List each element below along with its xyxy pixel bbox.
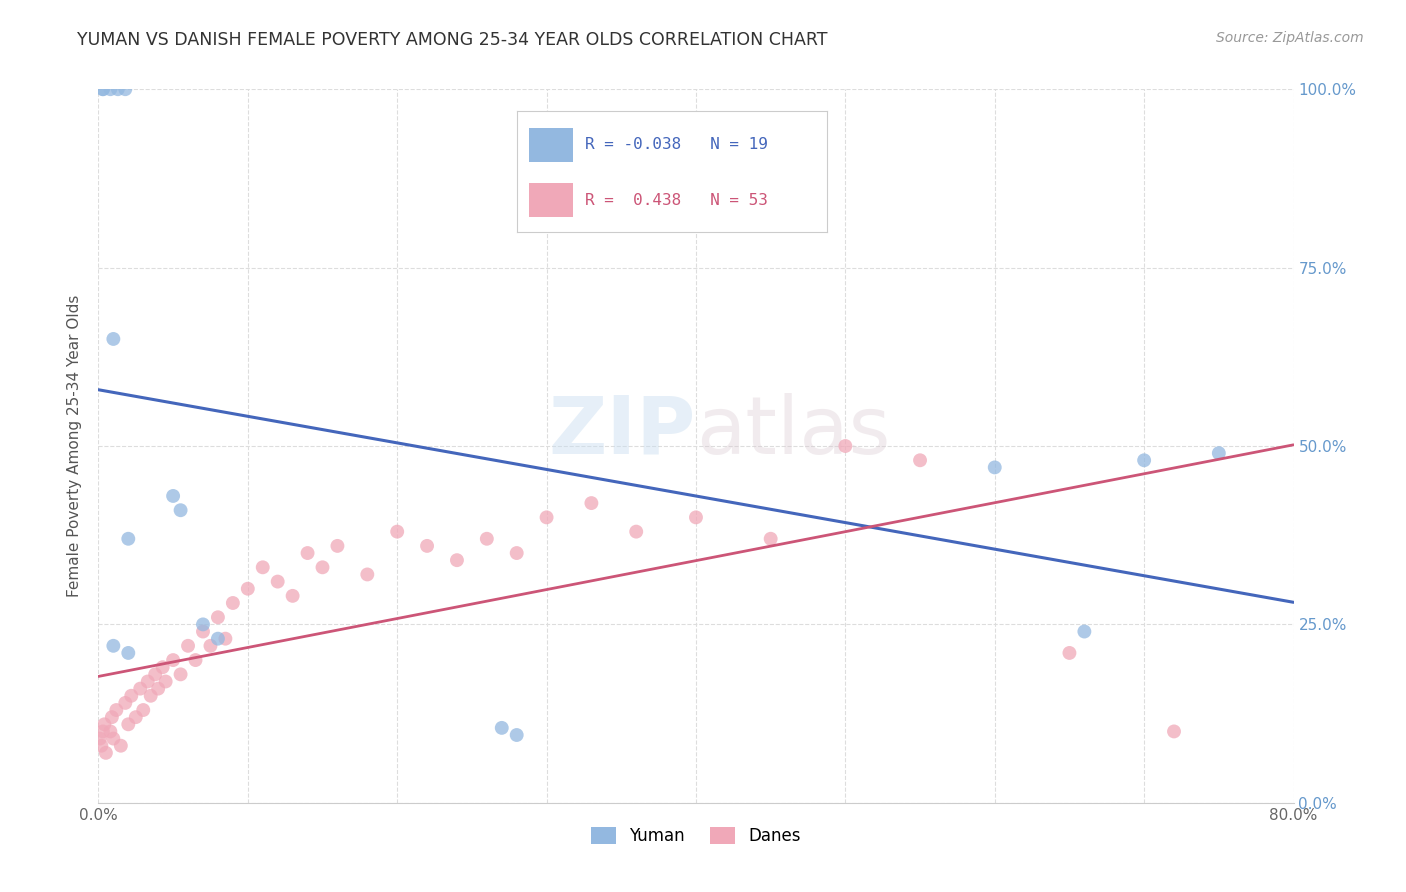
Point	[184, 653, 207, 667]
Point	[90, 739, 112, 753]
Point	[446, 553, 468, 567]
Point	[311, 560, 333, 574]
Point	[132, 703, 155, 717]
Point	[125, 710, 148, 724]
Point	[129, 681, 152, 696]
Point	[94, 746, 117, 760]
Point	[214, 632, 236, 646]
Point	[103, 332, 125, 346]
Point	[107, 82, 129, 96]
Point	[491, 721, 513, 735]
Point	[685, 510, 707, 524]
Point	[536, 510, 558, 524]
Point	[1073, 624, 1095, 639]
Point	[200, 639, 222, 653]
Point	[207, 632, 229, 646]
Point	[626, 524, 648, 539]
Point	[191, 624, 214, 639]
Point	[98, 82, 122, 96]
Point	[139, 689, 162, 703]
Point	[114, 696, 136, 710]
Point	[385, 524, 409, 539]
Point	[152, 660, 174, 674]
Point	[252, 560, 274, 574]
Point	[143, 667, 166, 681]
Y-axis label: Female Poverty Among 25-34 Year Olds: Female Poverty Among 25-34 Year Olds	[67, 295, 83, 597]
Point	[169, 503, 191, 517]
Point	[1208, 446, 1230, 460]
Point	[103, 731, 125, 746]
Point	[506, 546, 529, 560]
Text: atlas: atlas	[696, 392, 890, 471]
Legend: Yuman, Danes: Yuman, Danes	[585, 820, 807, 852]
Point	[177, 639, 200, 653]
Point	[162, 653, 184, 667]
Point	[281, 589, 304, 603]
Point	[356, 567, 378, 582]
Point	[105, 703, 128, 717]
Point	[222, 596, 245, 610]
Point	[1163, 724, 1185, 739]
Point	[91, 82, 114, 96]
Point	[155, 674, 177, 689]
Point	[91, 724, 114, 739]
Text: YUMAN VS DANISH FEMALE POVERTY AMONG 25-34 YEAR OLDS CORRELATION CHART: YUMAN VS DANISH FEMALE POVERTY AMONG 25-…	[77, 31, 828, 49]
Point	[89, 731, 111, 746]
Point	[148, 681, 170, 696]
Point	[91, 82, 114, 96]
Point	[117, 646, 139, 660]
Text: ZIP: ZIP	[548, 392, 696, 471]
Point	[169, 667, 191, 681]
Point	[93, 717, 115, 731]
Point	[984, 460, 1007, 475]
Text: Source: ZipAtlas.com: Source: ZipAtlas.com	[1216, 31, 1364, 45]
Point	[581, 496, 603, 510]
Point	[759, 532, 782, 546]
Point	[1059, 646, 1081, 660]
Point	[120, 689, 142, 703]
Point	[297, 546, 319, 560]
Point	[506, 728, 529, 742]
Point	[267, 574, 290, 589]
Point	[416, 539, 439, 553]
Point	[326, 539, 349, 553]
Point	[117, 532, 139, 546]
Point	[98, 724, 122, 739]
Point	[191, 617, 214, 632]
Point	[908, 453, 931, 467]
Point	[475, 532, 498, 546]
Point	[110, 739, 132, 753]
Point	[117, 717, 139, 731]
Point	[236, 582, 259, 596]
Point	[1133, 453, 1156, 467]
Point	[834, 439, 856, 453]
Point	[162, 489, 184, 503]
Point	[136, 674, 159, 689]
Point	[114, 82, 136, 96]
Point	[101, 710, 124, 724]
Point	[207, 610, 229, 624]
Point	[103, 639, 125, 653]
